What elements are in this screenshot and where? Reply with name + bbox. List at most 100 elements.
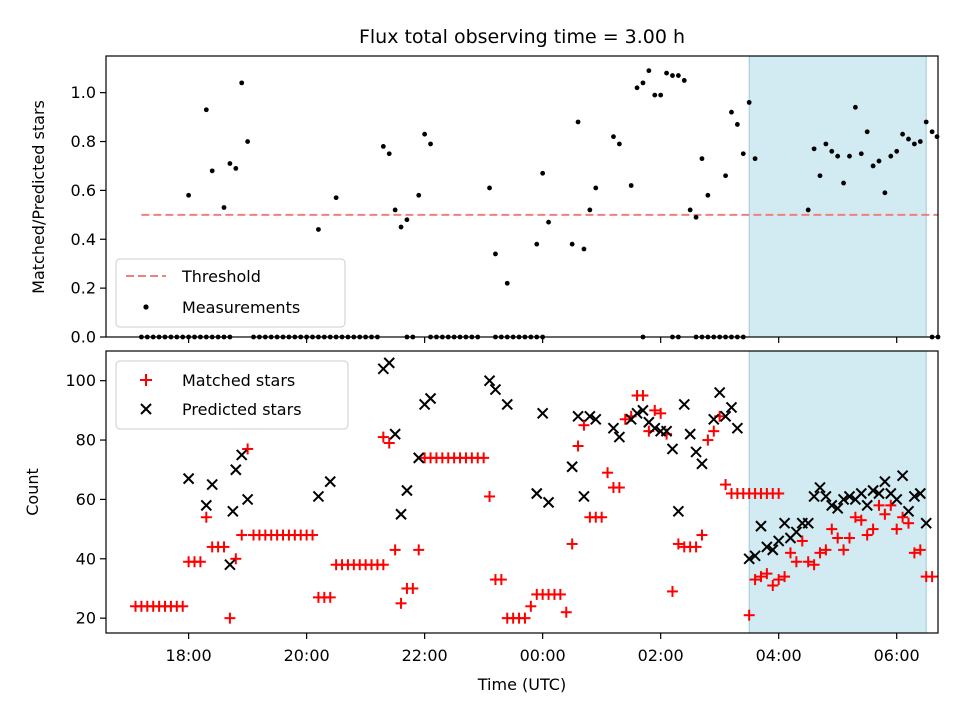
measurement-point — [817, 173, 823, 179]
matched-star-marker — [218, 541, 230, 553]
measurement-point — [740, 151, 746, 157]
matched-star-marker — [242, 443, 254, 455]
measurement-point — [858, 151, 864, 157]
matched-star-marker — [407, 582, 419, 594]
matched-star-marker — [897, 511, 909, 523]
measurement-point — [911, 141, 917, 147]
predicted-star-marker — [395, 508, 407, 520]
predicted-star-marker — [896, 469, 909, 482]
measurement-point — [611, 134, 616, 140]
predicted-star-marker — [607, 422, 620, 434]
predicted-star-marker — [708, 413, 720, 425]
predicted-star-marker — [908, 490, 921, 503]
matched-star-marker — [194, 556, 206, 568]
matched-star-marker — [672, 538, 684, 550]
measurement-point — [534, 241, 540, 247]
measurement-point — [805, 207, 811, 213]
predicted-star-marker — [666, 443, 679, 455]
matched-star-marker — [655, 407, 667, 419]
matched-star-marker — [690, 541, 702, 553]
matched-star-marker — [177, 600, 189, 612]
measurement-point — [634, 85, 640, 91]
matched-star-marker — [796, 535, 808, 547]
measurement-point — [504, 280, 510, 286]
measurement-point — [864, 129, 870, 135]
predicted-star-marker — [719, 410, 732, 423]
predicted-star-marker — [649, 422, 661, 434]
matched-star-marker — [224, 612, 236, 624]
x-axis-label: Time (UTC) — [477, 675, 566, 694]
measurement-point — [852, 104, 858, 110]
matched-star-marker — [578, 419, 590, 431]
chart-title: Flux total observing time = 3.00 h — [359, 26, 685, 48]
top-marks — [139, 68, 941, 340]
predicted-star-marker — [761, 541, 773, 553]
measurement-point — [569, 241, 575, 247]
matched-star-marker — [790, 556, 802, 568]
measurement-point — [670, 73, 675, 78]
top-highlight-span — [748, 55, 927, 338]
predicted-star-marker — [814, 481, 826, 494]
legend-threshold-label: Threshold — [181, 267, 261, 286]
y-tick-label: 1.0 — [71, 83, 96, 102]
x-tick-label: 04:00 — [756, 646, 802, 665]
predicted-star-marker — [755, 520, 767, 532]
predicted-star-marker — [790, 526, 803, 538]
measurement-point — [333, 195, 339, 201]
matched-star-marker — [838, 544, 850, 556]
legend-measurements-swatch — [143, 304, 149, 310]
matched-star-marker — [720, 479, 732, 491]
matched-star-marker — [613, 482, 625, 494]
predicted-star-marker — [200, 499, 213, 512]
matched-star-marker — [637, 390, 649, 402]
predicted-star-marker — [725, 401, 738, 414]
measurement-point — [823, 141, 829, 147]
matched-star-marker — [855, 514, 867, 526]
predicted-star-marker — [867, 484, 879, 497]
measurement-point — [386, 151, 392, 157]
matched-star-marker — [749, 574, 761, 586]
bottom-axes-frame — [105, 350, 939, 634]
predicted-star-marker — [182, 472, 195, 485]
matched-star-marker — [820, 544, 832, 556]
measurement-point — [746, 100, 752, 105]
measurement-point — [681, 78, 687, 83]
top-panel: 0.0 0.2 0.4 0.6 0.8 1.0 Matched/Predicted sta… — [29, 55, 941, 347]
legend-predicted-label: Predicted stars — [182, 400, 302, 419]
y-tick-label: 0.8 — [71, 132, 96, 151]
matched-star-marker — [802, 556, 814, 568]
measurement-point — [723, 173, 728, 179]
matched-star-marker — [773, 574, 785, 586]
legend-predicted-swatch — [140, 403, 152, 415]
matched-star-marker — [560, 606, 572, 618]
matched-star-marker — [743, 609, 755, 621]
legend-measurements-label: Measurements — [182, 298, 300, 317]
measurement-point — [404, 217, 410, 223]
predicted-star-marker — [383, 357, 395, 369]
x-tick-label: 06:00 — [874, 646, 920, 665]
matched-star-marker — [236, 529, 248, 541]
measurement-point — [628, 183, 634, 188]
matched-star-marker — [525, 600, 537, 612]
bottom-legend: Matched stars Predicted stars — [115, 360, 349, 430]
predicted-star-marker — [873, 487, 885, 500]
measurement-point — [540, 170, 546, 176]
matched-star-marker — [755, 571, 767, 583]
predicted-star-marker — [572, 410, 584, 423]
matched-star-marker — [572, 440, 584, 452]
y-tick-label: 0.2 — [71, 279, 96, 298]
predicted-star-marker — [826, 499, 838, 512]
measurement-point — [900, 131, 905, 137]
predicted-star-marker — [808, 490, 820, 503]
matched-star-marker — [484, 490, 496, 502]
legend-matched-label: Matched stars — [182, 371, 295, 390]
predicted-star-marker — [483, 374, 496, 387]
measurement-point — [917, 139, 923, 144]
measurement-point — [546, 219, 551, 225]
matched-star-marker — [702, 434, 714, 446]
measurement-point — [841, 180, 846, 186]
predicted-star-marker — [749, 550, 761, 562]
measurement-point — [186, 192, 192, 198]
top-x-ticks — [188, 337, 898, 343]
predicted-star-marker — [696, 458, 708, 470]
